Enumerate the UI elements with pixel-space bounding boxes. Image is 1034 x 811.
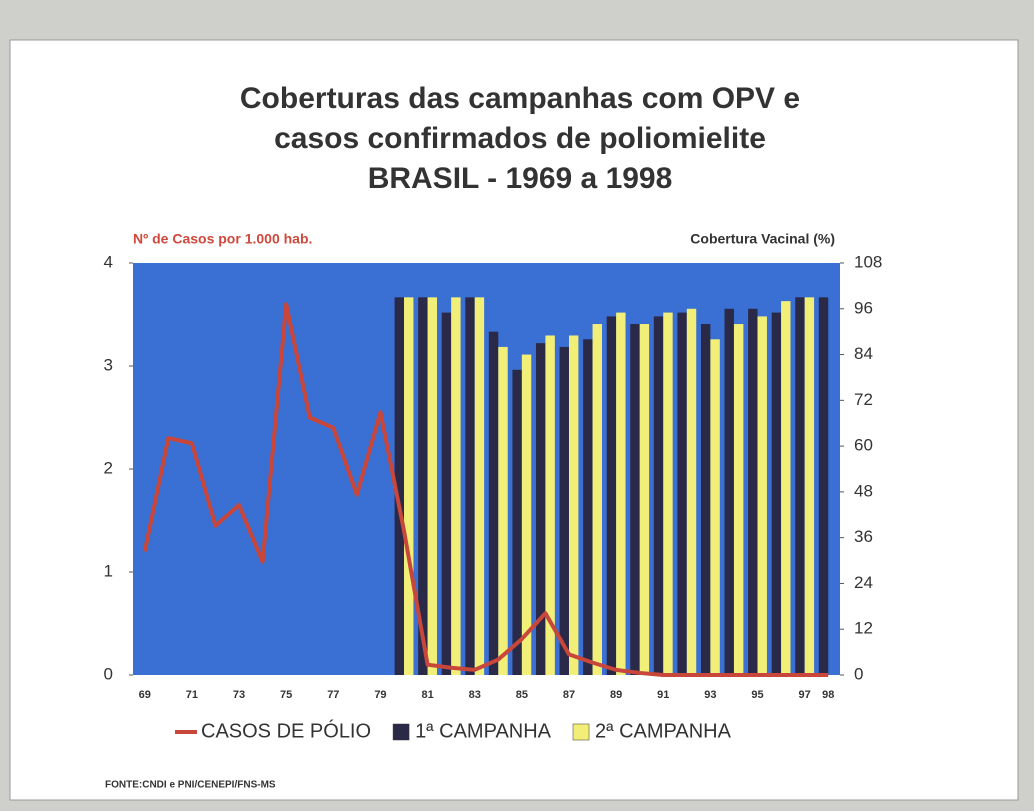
x-tick-label: 73 [233, 689, 245, 701]
y-tick-label: 2 [104, 458, 113, 477]
chart-title: BRASIL - 1969 a 1998 [368, 162, 673, 195]
x-tick-label: 95 [751, 689, 763, 701]
legend-label: 1ª CAMPANHA [415, 720, 552, 742]
bar [653, 316, 664, 675]
x-tick-label: 91 [657, 689, 669, 701]
bar [757, 316, 767, 675]
y2-tick-label: 72 [854, 390, 873, 409]
y2-tick-label: 84 [854, 344, 873, 363]
bar [795, 297, 805, 675]
bar [568, 335, 579, 675]
bar [441, 312, 452, 675]
bar [677, 312, 687, 675]
x-tick-label: 89 [610, 689, 622, 701]
bar [465, 297, 475, 675]
legend-swatch [572, 723, 590, 741]
bar [498, 346, 508, 675]
x-tick-label: 83 [469, 689, 481, 701]
bar [474, 297, 485, 675]
x-tick-label: 97 [799, 689, 811, 701]
x-tick-label: 81 [421, 689, 433, 701]
bar [583, 339, 593, 675]
bar [804, 297, 815, 675]
bar [781, 301, 791, 675]
bar [512, 369, 522, 675]
x-tick-label: 98 [822, 689, 834, 701]
bar [606, 316, 617, 675]
bar [404, 297, 414, 675]
x-tick-label: 93 [704, 689, 716, 701]
bar [700, 324, 711, 675]
y2-tick-label: 36 [854, 527, 873, 546]
y-tick-label: 4 [104, 252, 113, 271]
bar [427, 297, 438, 675]
bar [521, 354, 532, 675]
bar [686, 308, 697, 675]
y2-tick-label: 12 [854, 619, 873, 638]
y2-tick-label: 24 [854, 573, 873, 592]
y-axis-label: Nº de Casos por 1.000 hab. [133, 231, 312, 247]
y-tick-label: 0 [104, 664, 113, 683]
legend-label: CASOS DE PÓLIO [201, 719, 371, 742]
bar [748, 308, 758, 675]
bar [545, 335, 555, 675]
x-tick-label: 71 [186, 689, 198, 701]
y-tick-label: 3 [104, 355, 113, 374]
bar [771, 312, 782, 675]
bar [488, 331, 499, 675]
bar [710, 339, 720, 675]
y2-tick-label: 0 [854, 664, 863, 683]
bar [394, 297, 405, 675]
plot-background [133, 263, 840, 675]
chart-title: casos confirmados de poliomielite [274, 122, 766, 155]
bar [724, 308, 734, 675]
x-tick-label: 87 [563, 689, 575, 701]
y2-tick-label: 60 [854, 436, 873, 455]
bar [535, 343, 546, 675]
bar [663, 312, 673, 675]
bar [418, 297, 428, 675]
source: FONTE:CNDI e PNI/CENEPI/FNS-MS [105, 780, 276, 791]
x-tick-label: 77 [327, 689, 339, 701]
legend-swatch [392, 723, 410, 741]
bar [639, 324, 650, 675]
x-tick-label: 69 [139, 689, 151, 701]
y2-tick-label: 48 [854, 481, 873, 500]
x-tick-label: 79 [374, 689, 386, 701]
y2-axis-label: Cobertura Vacinal (%) [690, 231, 835, 247]
bar [559, 346, 569, 675]
bar [616, 312, 626, 675]
bar [451, 297, 461, 675]
chart-title: Coberturas das campanhas com OPV e [240, 82, 800, 115]
bar [733, 324, 744, 675]
y2-tick-label: 96 [854, 298, 873, 317]
y2-tick-label: 108 [854, 252, 882, 271]
x-tick-label: 85 [516, 689, 528, 701]
bar [818, 297, 829, 675]
bar [592, 324, 602, 675]
legend-label: 2ª CAMPANHA [595, 720, 732, 742]
y-tick-label: 1 [104, 561, 113, 580]
line [142, 302, 829, 677]
bar [630, 324, 640, 675]
x-tick-label: 75 [280, 689, 292, 701]
